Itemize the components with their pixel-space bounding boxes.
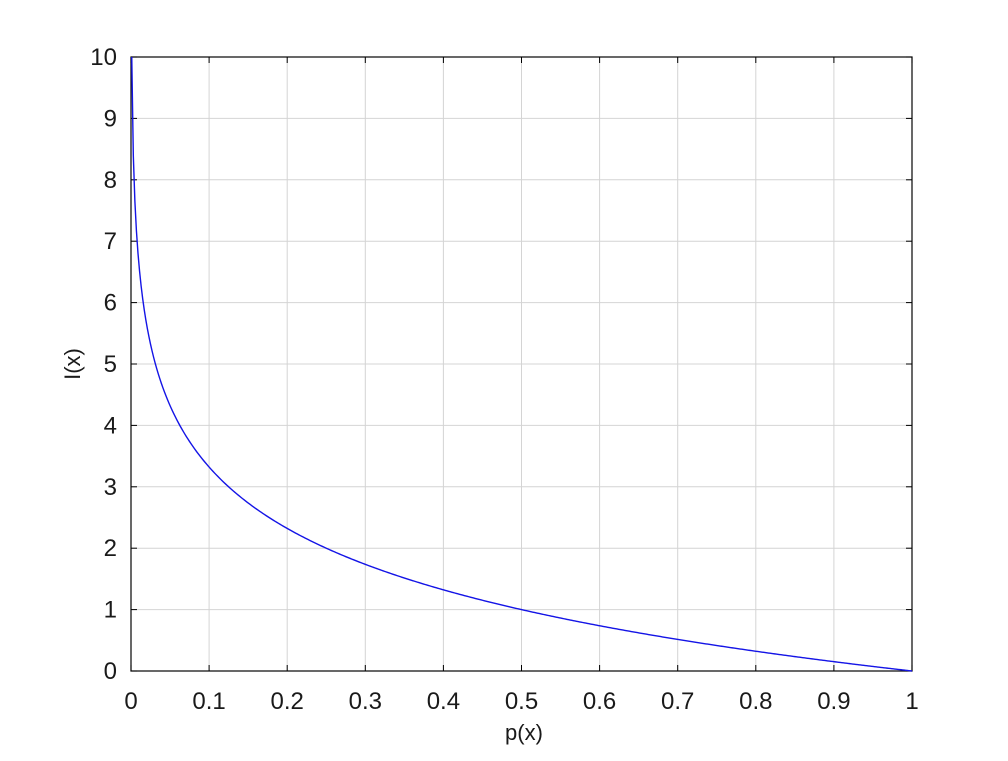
svg-text:1: 1 <box>905 688 918 715</box>
svg-text:0.8: 0.8 <box>739 688 772 715</box>
svg-text:I(x): I(x) <box>60 348 85 380</box>
svg-text:10: 10 <box>90 44 117 71</box>
svg-text:6: 6 <box>104 290 117 317</box>
svg-text:0.1: 0.1 <box>192 688 225 715</box>
svg-text:9: 9 <box>104 105 117 132</box>
svg-text:0: 0 <box>124 688 137 715</box>
svg-text:0.3: 0.3 <box>349 688 382 715</box>
svg-text:0.5: 0.5 <box>505 688 538 715</box>
svg-text:0: 0 <box>104 658 117 685</box>
svg-text:0.2: 0.2 <box>271 688 304 715</box>
svg-text:0.7: 0.7 <box>661 688 694 715</box>
svg-text:7: 7 <box>104 228 117 255</box>
svg-text:0.4: 0.4 <box>427 688 460 715</box>
svg-text:1: 1 <box>104 597 117 624</box>
svg-text:0.9: 0.9 <box>817 688 850 715</box>
svg-text:2: 2 <box>104 535 117 562</box>
svg-text:3: 3 <box>104 474 117 501</box>
svg-text:p(x): p(x) <box>505 720 543 745</box>
svg-text:5: 5 <box>104 351 117 378</box>
svg-text:4: 4 <box>104 412 117 439</box>
svg-text:0.6: 0.6 <box>583 688 616 715</box>
svg-text:8: 8 <box>104 167 117 194</box>
